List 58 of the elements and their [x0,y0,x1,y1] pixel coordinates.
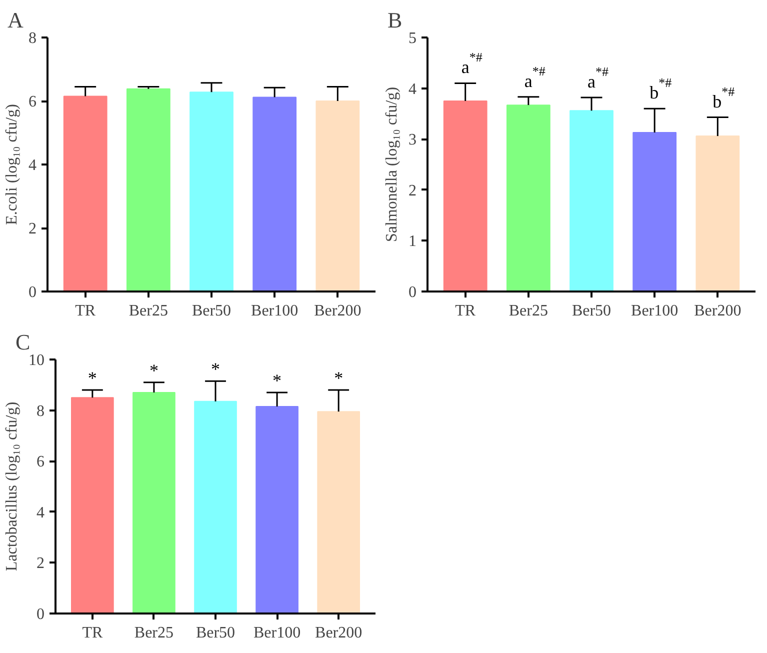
x-tick-label: Ber100 [253,624,301,642]
y-tick-label: 5 [408,30,416,47]
annotation: b*# [712,84,736,112]
annotation: a*# [524,63,546,91]
bar [506,104,550,292]
bar [570,110,614,292]
bar [443,100,488,292]
y-tick-label: 2 [36,555,44,572]
y-tick-label: 0 [408,284,416,301]
annotation: * [149,360,158,380]
annotation: a*# [461,50,483,78]
y-tick-label: 4 [408,80,416,98]
chart-title: C [16,330,30,354]
x-tick-label: Ber100 [631,302,678,320]
annotation: * [211,359,220,380]
y-tick-label: 4 [28,157,36,174]
bar [132,392,176,614]
y-axis-title: Salmonella (log₁₀ cfu/g) [384,86,400,242]
chart-title: A [8,8,24,32]
y-tick-label: 10 [28,352,44,369]
bar [317,411,360,614]
x-tick-label: TR [82,624,103,642]
x-tick-label: Ber200 [694,302,742,320]
y-tick-label: 0 [28,284,36,301]
chart-title: B [388,8,402,32]
y-axis-title: E.coli (log₁₀ cfu/g) [4,104,20,225]
annotation: a*# [588,64,609,92]
y-tick-label: 6 [36,454,44,471]
x-tick-label: TR [75,302,96,320]
y-tick-label: 0 [36,606,44,623]
annotation: b*# [650,75,672,103]
x-tick-label: Ber50 [572,302,612,320]
bar [256,406,298,614]
y-tick-label: 3 [408,132,416,149]
y-tick-label: 6 [28,94,36,110]
x-tick-label: Ber25 [128,302,168,320]
bar [696,136,740,292]
x-tick-label: Ber50 [196,624,236,642]
annotation: * [272,370,282,391]
annotation: * [88,368,97,388]
y-tick-label: 1 [408,233,416,250]
y-tick-label: 2 [28,220,36,238]
y-tick-label: 4 [36,504,44,522]
x-tick-label: Ber25 [508,302,548,320]
y-axis-title: Lactobacillus (log₁₀ cfu/g) [4,402,20,572]
bar [71,397,114,614]
bar [632,132,677,292]
bar [194,400,237,614]
x-tick-label: Ber200 [314,302,362,320]
x-tick-label: Ber200 [315,624,362,642]
x-tick-label: Ber50 [192,302,232,320]
x-tick-label: TR [455,302,476,320]
x-tick-label: Ber25 [134,624,174,642]
y-tick-label: 8 [28,30,36,47]
y-tick-label: 8 [36,402,44,420]
x-tick-label: Ber100 [251,302,298,320]
y-tick-label: 2 [408,182,416,200]
annotation: * [334,368,344,388]
